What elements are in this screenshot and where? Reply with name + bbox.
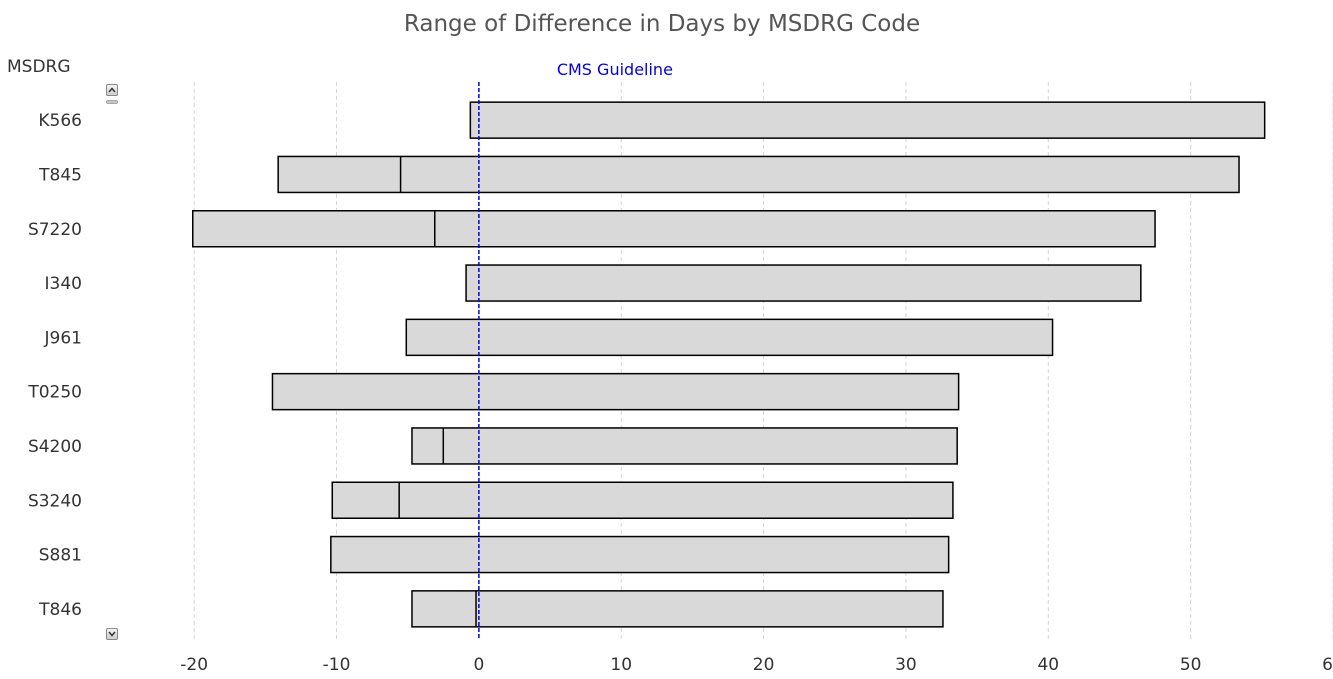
x-tick-label: -10 <box>323 655 351 675</box>
x-tick-label: 0 <box>473 655 484 675</box>
category-labels: K566 T845 S7220 I340 J961 T0250 S4200 S3240 S881… <box>27 111 82 620</box>
x-tick-label: 20 <box>753 655 775 675</box>
reference-line-label: CMS Guideline <box>557 60 673 79</box>
x-tick-label: 30 <box>895 655 917 675</box>
chevron-down-icon <box>108 631 116 637</box>
range-bar <box>465 264 1142 302</box>
category-label: S7220 <box>28 220 82 240</box>
scroll-up-button[interactable] <box>106 84 118 96</box>
range-bar <box>411 427 958 465</box>
range-bar <box>192 210 1156 248</box>
category-label: T0250 <box>27 383 82 403</box>
category-label: S4200 <box>28 437 82 457</box>
range-bar <box>330 535 950 574</box>
range-bar <box>405 318 1054 357</box>
x-tick-label: 40 <box>1037 655 1059 675</box>
x-tick-label: 60 <box>1322 655 1333 675</box>
chart-title: Range of Difference in Days by MSDRG Cod… <box>404 11 920 37</box>
x-axis-ticks: -20 -10 0 10 20 30 40 50 60 <box>180 655 1333 675</box>
category-label: I340 <box>45 274 82 294</box>
x-tick-label: 50 <box>1180 655 1202 675</box>
range-bar <box>331 481 954 519</box>
category-label: S881 <box>39 546 82 566</box>
category-label: J961 <box>44 328 82 348</box>
bars <box>192 101 1266 628</box>
range-bar <box>469 101 1266 139</box>
range-bar <box>271 372 960 411</box>
reference-line-group: CMS Guideline <box>478 60 673 640</box>
y-axis-label: MSDRG <box>7 57 71 77</box>
range-bar <box>411 590 944 628</box>
category-label: K566 <box>38 111 82 131</box>
category-label: T846 <box>38 600 82 620</box>
chevron-up-icon <box>108 87 116 93</box>
scroll-down-button[interactable] <box>106 628 118 640</box>
range-bar <box>277 155 1240 194</box>
category-label: S3240 <box>28 491 82 511</box>
category-label: T845 <box>38 165 82 185</box>
x-tick-label: 10 <box>610 655 632 675</box>
x-tick-label: -20 <box>180 655 208 675</box>
scroll-thumb[interactable] <box>106 100 118 104</box>
